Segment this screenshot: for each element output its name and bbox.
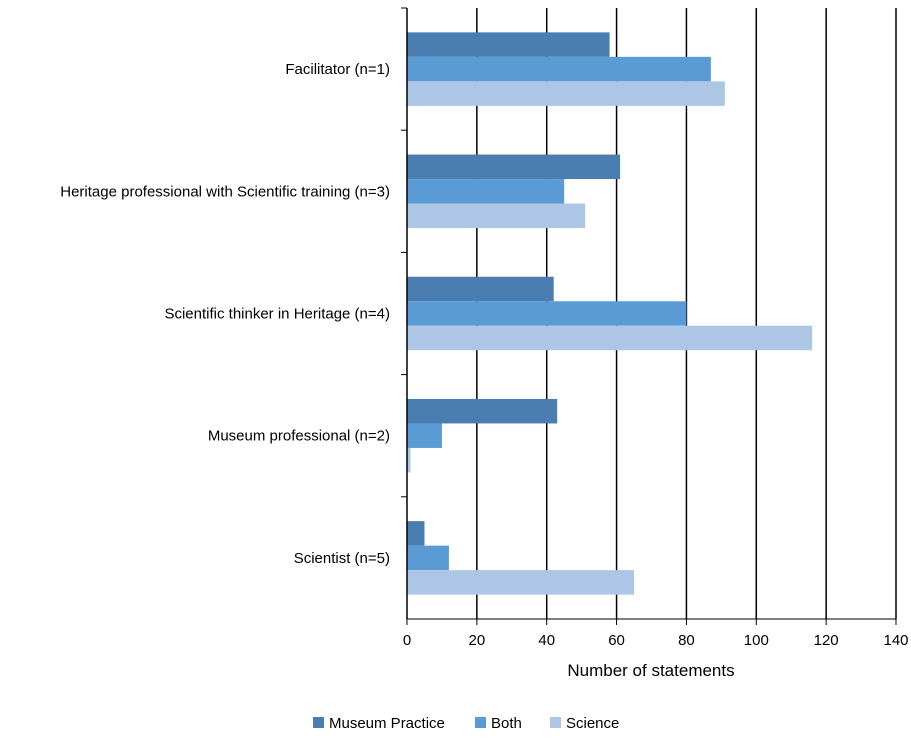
bar-both-1	[407, 179, 565, 204]
legend-label-museum-practice: Museum Practice	[329, 715, 445, 732]
bar-science-1	[407, 203, 586, 229]
category-label-2: Scientific thinker in Heritage (n=4)	[164, 306, 390, 323]
x-tick-label-100: 100	[744, 632, 769, 649]
x-tick-label-20: 20	[469, 632, 486, 649]
bar-museum-practice-1	[407, 154, 621, 180]
legend-label-both: Both	[491, 715, 522, 732]
bar-both-0	[407, 56, 711, 82]
bar-museum-practice-2	[407, 276, 554, 302]
category-label-1: Heritage professional with Scientific tr…	[60, 183, 390, 200]
bar-both-3	[407, 423, 442, 448]
bar-museum-practice-3	[407, 398, 558, 424]
x-tick-label-80: 80	[678, 632, 695, 649]
legend-swatch-museum-practice	[313, 717, 324, 728]
x-tick-label-60: 60	[608, 632, 625, 649]
x-tick-label-0: 0	[403, 632, 411, 649]
x-tick-label-120: 120	[814, 632, 839, 649]
legend-label-science: Science	[566, 715, 619, 732]
category-label-4: Scientist (n=5)	[294, 550, 390, 567]
x-axis-title: Number of statements	[567, 661, 734, 680]
bar-museum-practice-4	[407, 521, 425, 546]
bars	[407, 32, 813, 595]
legend-swatch-science	[550, 717, 561, 728]
bar-science-3	[407, 447, 411, 473]
bar-both-4	[407, 545, 449, 571]
bar-museum-practice-0	[407, 32, 610, 57]
x-tick-label-40: 40	[538, 632, 555, 649]
labels: 0 20 40 60 80 100 120 140 Facilitator (n=1) Herit…	[60, 61, 908, 649]
x-tick-label-140: 140	[883, 632, 908, 649]
axes	[401, 7, 897, 625]
bar-both-2	[407, 301, 687, 326]
legend: Museum Practice Both Science	[313, 715, 619, 732]
category-label-0: Facilitator (n=1)	[285, 61, 390, 78]
bar-science-0	[407, 81, 725, 106]
legend-swatch-both	[475, 717, 486, 728]
bar-science-2	[407, 325, 813, 351]
bar-science-4	[407, 570, 635, 595]
category-label-3: Museum professional (n=2)	[208, 428, 390, 445]
